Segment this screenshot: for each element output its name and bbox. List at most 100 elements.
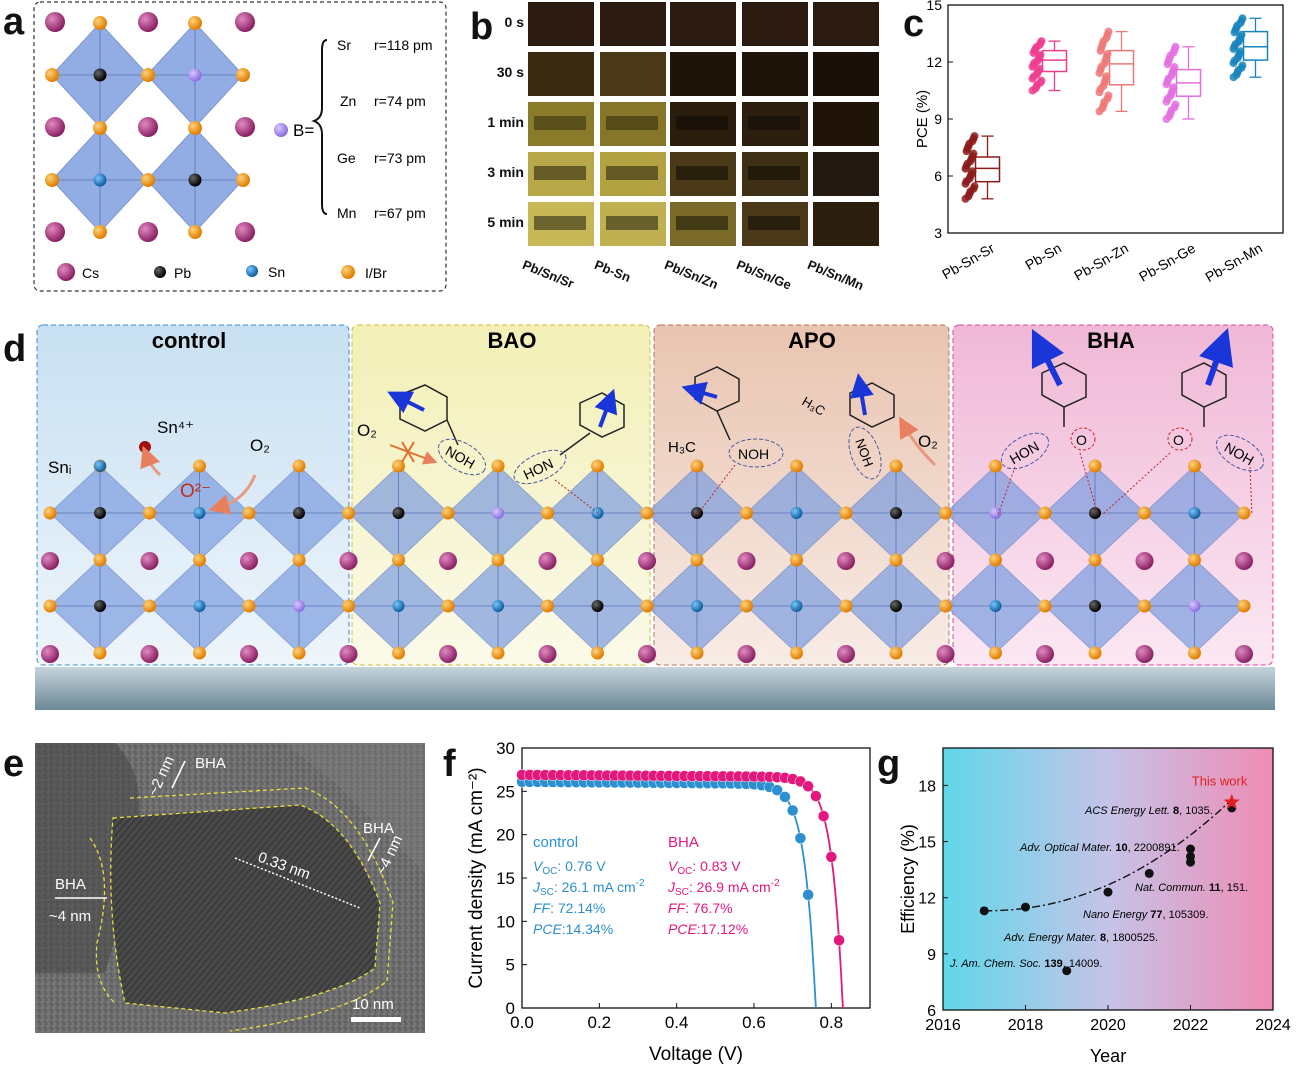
f-param: PCE:14.34%	[533, 921, 613, 937]
o2-label: O₂	[250, 436, 270, 455]
panel-g-efficiency: 6 9 12 15 18 2016 2018 2020 2022 2024 Year Efficien…	[898, 747, 1291, 1066]
f-ytick-label: 0	[506, 999, 515, 1018]
panel-a-structure: B= Sr r=118 pm Zn r=74 pm Ge r=73 pm Mn …	[33, 1, 447, 292]
panel-letter-a: a	[3, 1, 25, 43]
f-param: VOC: 0.76 V	[533, 858, 606, 877]
g-reference: Nano Energy 77, 105309.	[1083, 909, 1208, 921]
g-point	[1186, 852, 1195, 862]
g-ylabel: Efficiency (%)	[898, 824, 918, 934]
g-point	[1021, 902, 1030, 912]
section-bao: BAO	[488, 328, 537, 353]
panel-e-tem: BHA ~2 nm BHA ~4 nm BHA ~4 nm 0.33 nm 10…	[35, 743, 425, 1033]
c-point	[1234, 37, 1243, 46]
c-point	[965, 174, 974, 183]
f-param: FF: 72.14%	[533, 900, 605, 916]
panel-letter-e: e	[3, 743, 25, 785]
c-point	[1095, 88, 1104, 97]
c-point	[1230, 28, 1239, 37]
g-reference: J. Am. Chem. Soc. 139, 14009.	[949, 958, 1102, 970]
panel-letter-d: d	[3, 328, 27, 370]
c-point	[1237, 63, 1246, 72]
e-bha-left: BHA	[55, 876, 86, 893]
f-xtick-label: 0.6	[742, 1013, 766, 1032]
c-point	[1236, 19, 1245, 28]
g-xtick-label: 2022	[1173, 1017, 1209, 1034]
c-point	[1102, 33, 1111, 42]
c-ytick-label: 15	[926, 0, 942, 13]
sni-label: Snᵢ	[48, 458, 71, 477]
g-point	[1144, 868, 1154, 878]
c-point	[1165, 112, 1174, 121]
g-xtick-label: 2016	[925, 1017, 961, 1034]
f-point	[771, 784, 783, 796]
f-ytick-label: 5	[506, 956, 515, 975]
c-point	[1233, 54, 1242, 63]
c-ytick-label: 3	[934, 225, 942, 241]
section-bha: BHA	[1087, 328, 1135, 353]
section-control: control	[152, 328, 227, 353]
g-xtick-label: 2018	[1008, 1017, 1044, 1034]
o2-minus-label: O²⁻	[180, 481, 211, 502]
c-category-label: Pb-Sn-Ge	[1136, 240, 1198, 285]
c-point	[1232, 70, 1241, 79]
f-xtick-label: 0.0	[510, 1013, 534, 1032]
c-category-label: Pb-Sn-Mn	[1202, 240, 1265, 285]
apo-o2-label: O₂	[918, 432, 938, 451]
g-ytick-label: 9	[927, 947, 936, 964]
c-ytick-label: 12	[926, 54, 942, 70]
panel-d-schematic: control BAO APO BHA Sn⁴⁺ Snᵢ O₂ O²⁻ O₂ N…	[35, 324, 1275, 710]
b-site-label: B=	[293, 121, 314, 140]
bha-o-1: O	[1076, 432, 1087, 448]
panel-letter-g: g	[877, 743, 901, 785]
time-label: 0 s	[504, 14, 524, 30]
f-xtick-label: 0.2	[588, 1013, 612, 1032]
ion-mn-radius: r=67 pm	[374, 205, 426, 221]
c-point	[1167, 71, 1176, 80]
e-left-thick: ~4 nm	[49, 908, 91, 925]
ion-ge-radius: r=73 pm	[374, 150, 426, 166]
ion-sr: Sr	[337, 37, 351, 53]
e-scale: 10 nm	[352, 996, 394, 1013]
bha-o-2: O	[1173, 432, 1184, 448]
c-point	[1163, 60, 1172, 69]
f-point	[786, 804, 799, 817]
e-bha-right: BHA	[363, 820, 394, 837]
sn4-label: Sn⁴⁺	[157, 418, 194, 437]
apo-noh-1: NOH	[738, 446, 769, 462]
c-ylabel: PCE (%)	[914, 90, 931, 148]
f-ytick-label: 25	[496, 782, 515, 801]
legend-pb: Pb	[174, 265, 191, 281]
g-reference: Nat. Commun. 11, 151.	[1135, 882, 1248, 894]
c-point	[1170, 103, 1179, 112]
f-legend-name: BHA	[668, 834, 699, 851]
c-point	[962, 147, 971, 156]
c-point	[1162, 97, 1171, 106]
g-point	[1186, 844, 1195, 854]
f-ylabel: Current density (mA cm⁻²)	[466, 767, 487, 988]
c-point	[1029, 48, 1038, 57]
c-point	[1103, 94, 1112, 103]
c-point	[1096, 46, 1105, 55]
c-point	[1166, 91, 1175, 100]
ion-sr-radius: r=118 pm	[374, 37, 433, 53]
g-ytick-label: 6	[927, 1003, 936, 1020]
f-ytick-label: 15	[496, 869, 515, 888]
c-point	[1169, 48, 1178, 57]
time-label: 1 min	[487, 114, 524, 130]
g-trend-line	[984, 799, 1233, 912]
g-ytick-label: 12	[918, 891, 936, 908]
e-bha-top: BHA	[195, 755, 226, 772]
c-box	[1095, 27, 1135, 116]
c-point	[1032, 70, 1041, 79]
f-ytick-label: 10	[496, 912, 515, 931]
f-legend-name: control	[533, 834, 578, 851]
c-point	[1031, 84, 1040, 93]
ion-mn: Mn	[337, 205, 356, 221]
c-point	[1098, 104, 1107, 113]
panel-f-jv: 0 5 10 15 20 25 30 0.0 0.2 0.4 0.6 0.8 Voltage (V) Cu…	[466, 739, 871, 1065]
panel-letter-f: f	[443, 743, 456, 785]
g-point	[979, 906, 989, 916]
g-star-this-work	[1223, 793, 1240, 810]
c-point	[961, 164, 970, 173]
